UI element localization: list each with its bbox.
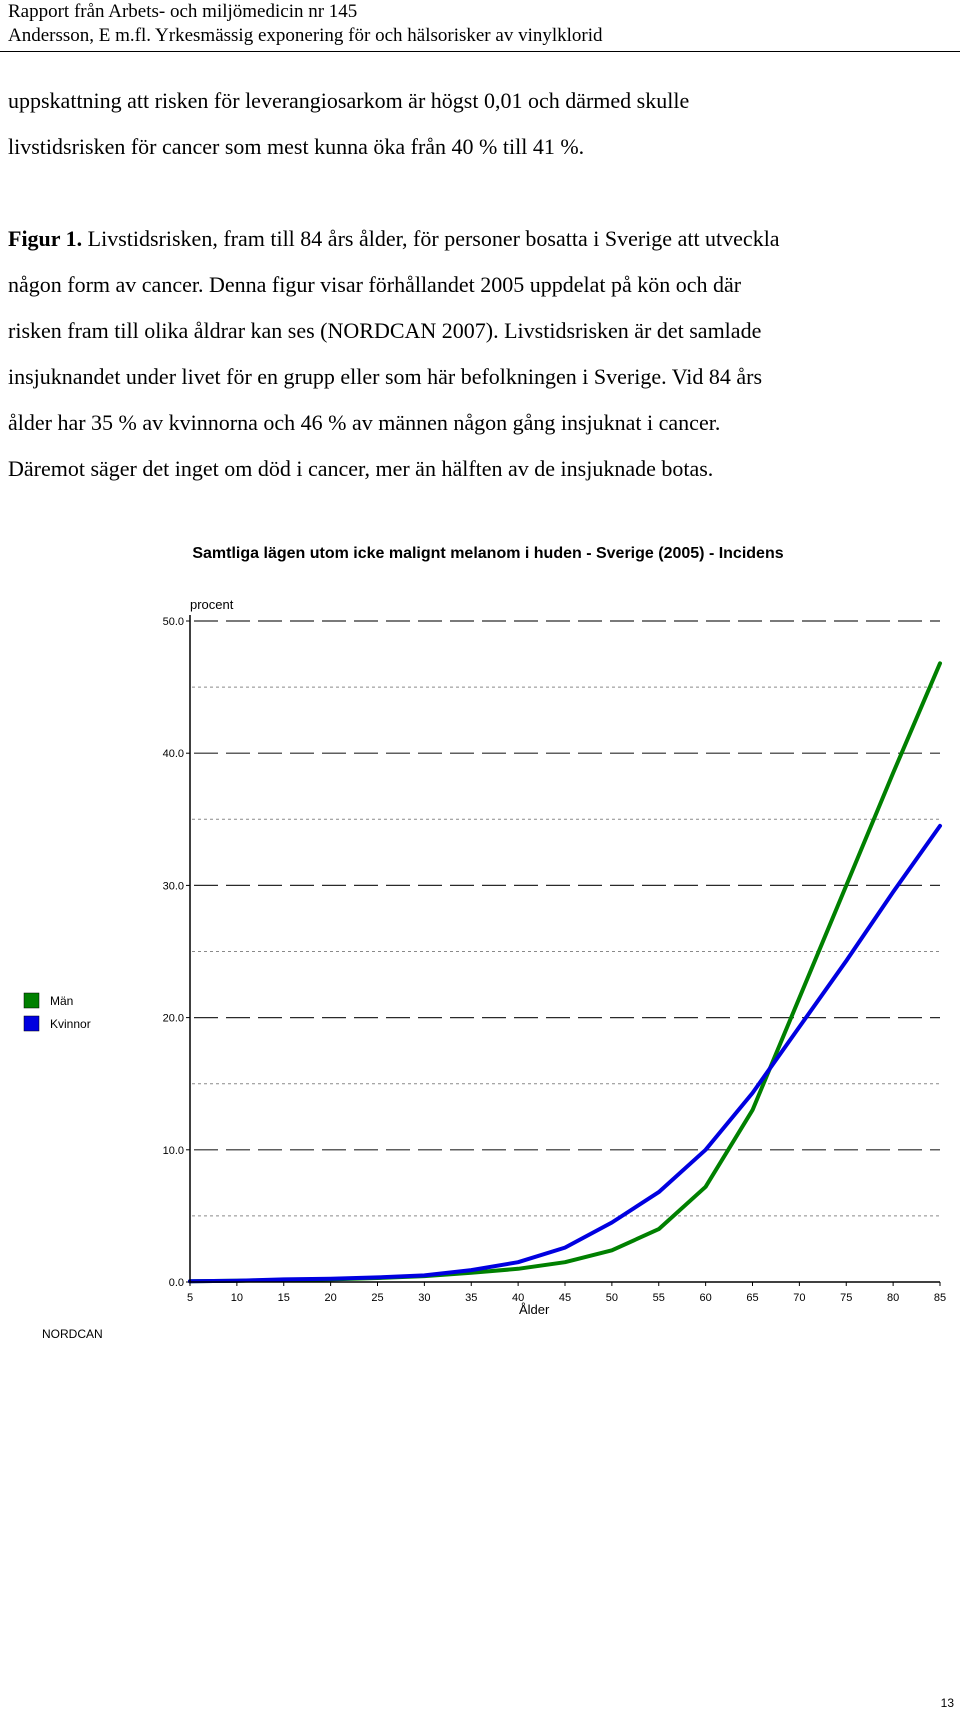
page-number: 13 [940,1696,954,1710]
chart-x-tick-label: 10 [231,1292,243,1304]
chart-x-axis-label: Ålder [519,1302,550,1317]
chart-legend: Män Kvinnor [23,992,91,1032]
figure-caption-label: Figur 1. [8,226,83,251]
figure-caption-text: Livstidsrisken, fram till 84 års ålder, … [82,226,780,251]
chart-x-tick-label: 15 [278,1292,290,1304]
chart-source-label: NORDCAN [42,1327,103,1341]
chart-minor-gridlines [192,686,940,1217]
chart-y-tick-label: 30.0 [163,880,184,892]
chart-y-tick-label: 40.0 [163,748,184,760]
legend-label-kvinnor: Kvinnor [50,1017,91,1031]
figure-caption-line: Figur 1. Livstidsrisken, fram till 84 år… [8,216,956,262]
chart-y-tick-label: 50.0 [163,616,184,628]
lifetime-risk-chart: 0.0 10.0 20.0 30.0 40.0 50.0 5 10 15 20 25 30 35 40 4… [23,545,946,1341]
legend-swatch-män [23,992,40,1009]
chart-series-line-kvinnor [188,823,942,1284]
paragraph-line: uppskattning att risken för leverangiosa… [8,88,690,113]
chart-x-tick-label: 20 [325,1292,337,1304]
chart-x-tick-label: 50 [606,1292,618,1304]
chart-y-ticks: 0.0 10.0 20.0 30.0 40.0 50.0 [163,616,190,1289]
figure-caption-line: Däremot säger det inget om död i cancer,… [8,456,714,481]
chart-x-tick-label: 70 [793,1292,805,1304]
body-text: uppskattning att risken för leverangiosa… [8,78,956,492]
chart-x-tick-label: 5 [187,1292,193,1304]
figure-caption-line: någon form av cancer. Denna figur visar … [8,272,742,297]
chart-axes [189,615,940,1283]
chart-x-tick-label: 25 [371,1292,383,1304]
page-header: Rapport från Arbets- och miljömedicin nr… [8,0,960,48]
chart-x-tick-label: 30 [418,1292,430,1304]
chart-x-tick-label: 85 [934,1292,946,1304]
chart-x-tick-label: 40 [512,1292,524,1304]
chart-x-ticks: 5 10 15 20 25 30 35 40 45 50 55 60 65 70 75 80 85 [187,1282,946,1304]
figure-caption-line: risken fram till olika åldrar kan ses (N… [8,318,762,343]
figure-caption-line: insjuknandet under livet för en grupp el… [8,364,763,389]
chart-x-tick-label: 75 [840,1292,852,1304]
legend-label-män: Män [50,994,73,1008]
header-report-title: Rapport från Arbets- och miljömedicin nr… [8,1,358,22]
chart-x-tick-label: 60 [700,1292,712,1304]
chart-y-tick-label: 20.0 [163,1013,184,1025]
chart-x-tick-label: 55 [653,1292,665,1304]
chart-major-gridlines [194,620,940,1151]
chart-series-layer [188,661,942,1284]
chart-y-tick-label: 10.0 [163,1145,184,1157]
chart-x-tick-label: 65 [746,1292,758,1304]
chart-title: Samtliga lägen utom icke malignt melanom… [192,545,783,562]
figure-caption-line: ålder har 35 % av kvinnorna och 46 % av … [8,410,721,435]
legend-swatch-kvinnor [23,1015,40,1032]
chart-x-tick-label: 45 [559,1292,571,1304]
chart-y-axis-label: procent [190,597,234,612]
chart-y-tick-label: 0.0 [169,1277,184,1289]
header-authors-title: Andersson, E m.fl. Yrkesmässig exponerin… [8,25,603,46]
header-divider [0,51,960,52]
chart-x-tick-label: 80 [887,1292,899,1304]
paragraph-line: livstidsrisken för cancer som mest kunna… [8,134,585,159]
chart-x-tick-label: 35 [465,1292,477,1304]
chart-series-line-män [188,661,942,1284]
